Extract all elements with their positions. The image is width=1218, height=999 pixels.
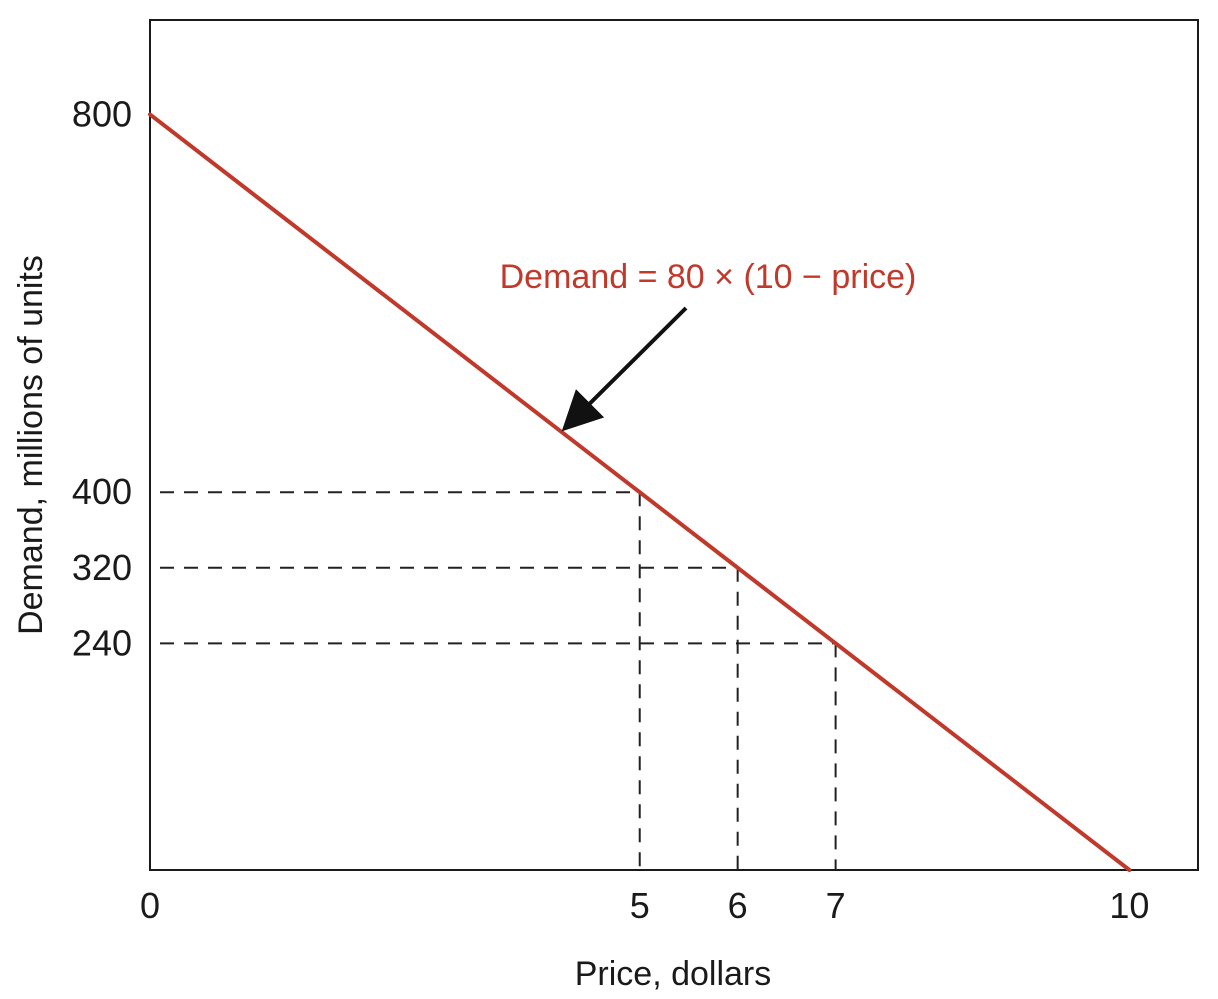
y-axis-title: Demand, millions of units <box>12 255 50 635</box>
x-tick-label: 7 <box>826 885 846 926</box>
y-ticks: 240 320 400 800 <box>72 93 132 663</box>
annotation-arrow <box>561 306 688 432</box>
y-tick-label: 240 <box>72 622 132 663</box>
x-ticks: 0 5 6 7 10 <box>140 885 1149 926</box>
series-layer <box>148 112 1132 872</box>
annotation-group: Demand = 80 × (10 − price) <box>500 258 917 432</box>
y-tick-label: 800 <box>72 93 132 134</box>
y-tick-label: 320 <box>72 547 132 588</box>
annotation-label: Demand = 80 × (10 − price) <box>500 258 917 296</box>
x-axis-title: Price, dollars <box>575 955 772 993</box>
guide-lines <box>160 491 837 870</box>
y-tick-label: 400 <box>72 471 132 512</box>
x-tick-label: 0 <box>140 885 160 926</box>
series-line-0 <box>148 112 1132 872</box>
x-tick-label: 6 <box>728 885 748 926</box>
x-tick-label: 5 <box>630 885 650 926</box>
plot-frame <box>149 19 1199 871</box>
x-tick-label: 10 <box>1109 885 1149 926</box>
